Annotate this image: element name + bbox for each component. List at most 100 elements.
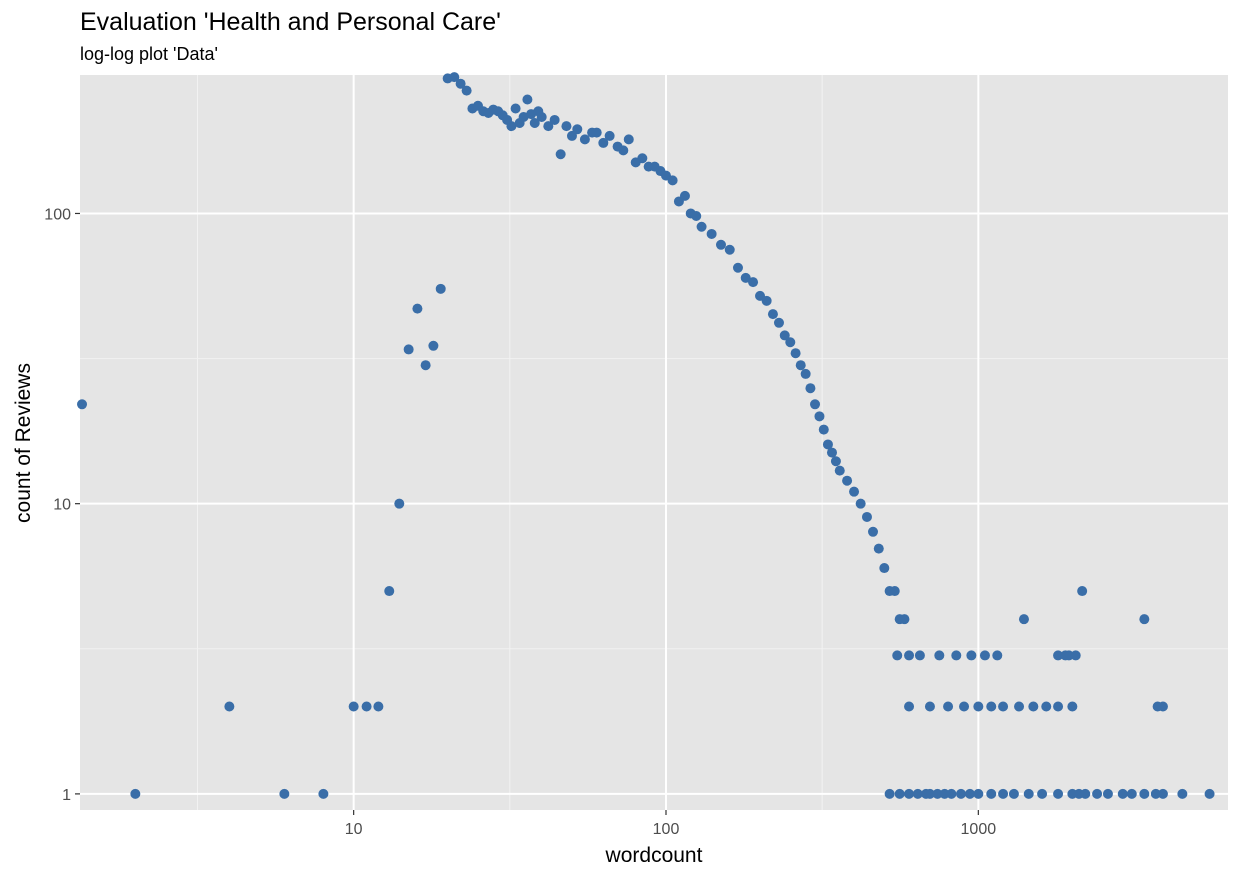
- data-point: [912, 788, 923, 799]
- data-point: [1063, 650, 1074, 661]
- x-axis-ticks: 10 100 1000: [345, 810, 996, 838]
- data-point: [868, 526, 879, 537]
- y-tick-label: 1: [62, 787, 71, 804]
- data-point: [1139, 788, 1150, 799]
- data-point: [572, 124, 583, 135]
- data-point: [1157, 788, 1168, 799]
- data-point: [904, 701, 915, 712]
- data-point: [420, 360, 431, 371]
- data-point: [955, 788, 966, 799]
- data-point: [904, 650, 915, 661]
- data-point: [549, 114, 560, 125]
- data-point: [1053, 788, 1064, 799]
- data-point: [986, 701, 997, 712]
- data-point: [873, 543, 884, 554]
- data-point: [884, 788, 895, 799]
- data-point: [904, 788, 915, 799]
- y-tick-label: 10: [53, 497, 71, 514]
- data-point: [579, 134, 590, 145]
- data-point: [77, 399, 88, 410]
- data-point: [1126, 788, 1137, 799]
- data-point: [706, 228, 717, 239]
- data-point: [428, 340, 439, 351]
- data-point: [667, 175, 678, 186]
- data-point: [1037, 788, 1048, 799]
- data-point: [696, 221, 707, 232]
- data-point: [790, 348, 801, 359]
- chart-title: Evaluation 'Health and Personal Care': [80, 8, 501, 36]
- data-point: [679, 190, 690, 201]
- data-point: [373, 701, 384, 712]
- data-point: [361, 701, 372, 712]
- chart-subtitle: log-log plot 'Data': [80, 44, 218, 64]
- data-point: [986, 788, 997, 799]
- data-point: [279, 788, 290, 799]
- data-point: [855, 498, 866, 509]
- data-point: [964, 788, 975, 799]
- data-point: [543, 121, 554, 132]
- data-point: [637, 153, 648, 164]
- data-point: [822, 439, 833, 450]
- x-tick-label: 100: [653, 821, 680, 838]
- data-point: [810, 399, 821, 410]
- x-tick-label: 10: [345, 821, 363, 838]
- data-point: [914, 650, 925, 661]
- data-point: [973, 788, 984, 799]
- data-point: [591, 127, 602, 138]
- data-point: [934, 650, 945, 661]
- data-point: [998, 788, 1009, 799]
- data-point: [561, 121, 572, 132]
- data-point: [506, 121, 517, 132]
- data-point: [618, 145, 629, 156]
- data-point: [130, 788, 141, 799]
- data-point: [518, 111, 529, 122]
- data-point: [951, 650, 962, 661]
- data-point: [529, 117, 540, 128]
- x-axis-title: wordcount: [605, 844, 703, 867]
- data-point: [834, 465, 845, 476]
- data-point: [899, 614, 910, 625]
- data-point: [740, 272, 751, 283]
- data-point: [555, 149, 566, 160]
- data-point: [348, 701, 359, 712]
- data-point: [795, 360, 806, 371]
- data-point: [1008, 788, 1019, 799]
- data-point: [889, 586, 900, 597]
- x-tick-label: 1000: [961, 821, 997, 838]
- y-axis-ticks: 1 10 100: [44, 206, 80, 804]
- data-point: [879, 563, 890, 574]
- data-point: [1023, 788, 1034, 799]
- data-point: [394, 498, 405, 509]
- data-point: [604, 130, 615, 141]
- data-point: [1139, 614, 1150, 625]
- minor-gridlines: [80, 75, 1228, 810]
- data-points: [77, 72, 1215, 799]
- data-point: [724, 244, 735, 255]
- data-point: [959, 701, 970, 712]
- data-point: [773, 317, 784, 328]
- data-point: [924, 788, 935, 799]
- data-point: [1018, 614, 1029, 625]
- data-point: [1150, 788, 1161, 799]
- data-point: [861, 511, 872, 522]
- major-gridlines: [80, 75, 1228, 810]
- data-point: [510, 103, 521, 114]
- data-point: [785, 337, 796, 348]
- data-point: [1028, 701, 1039, 712]
- data-point: [800, 368, 811, 379]
- data-point: [1117, 788, 1128, 799]
- y-tick-label: 100: [44, 206, 71, 223]
- data-point: [943, 701, 954, 712]
- data-point: [826, 447, 837, 458]
- data-point: [805, 383, 816, 394]
- data-point: [998, 701, 1009, 712]
- data-point: [830, 456, 841, 467]
- data-point: [767, 309, 778, 320]
- data-point: [1067, 701, 1078, 712]
- data-point: [1053, 650, 1064, 661]
- data-point: [1053, 701, 1064, 712]
- data-point: [1041, 701, 1052, 712]
- data-point: [1080, 788, 1091, 799]
- data-point: [992, 650, 1003, 661]
